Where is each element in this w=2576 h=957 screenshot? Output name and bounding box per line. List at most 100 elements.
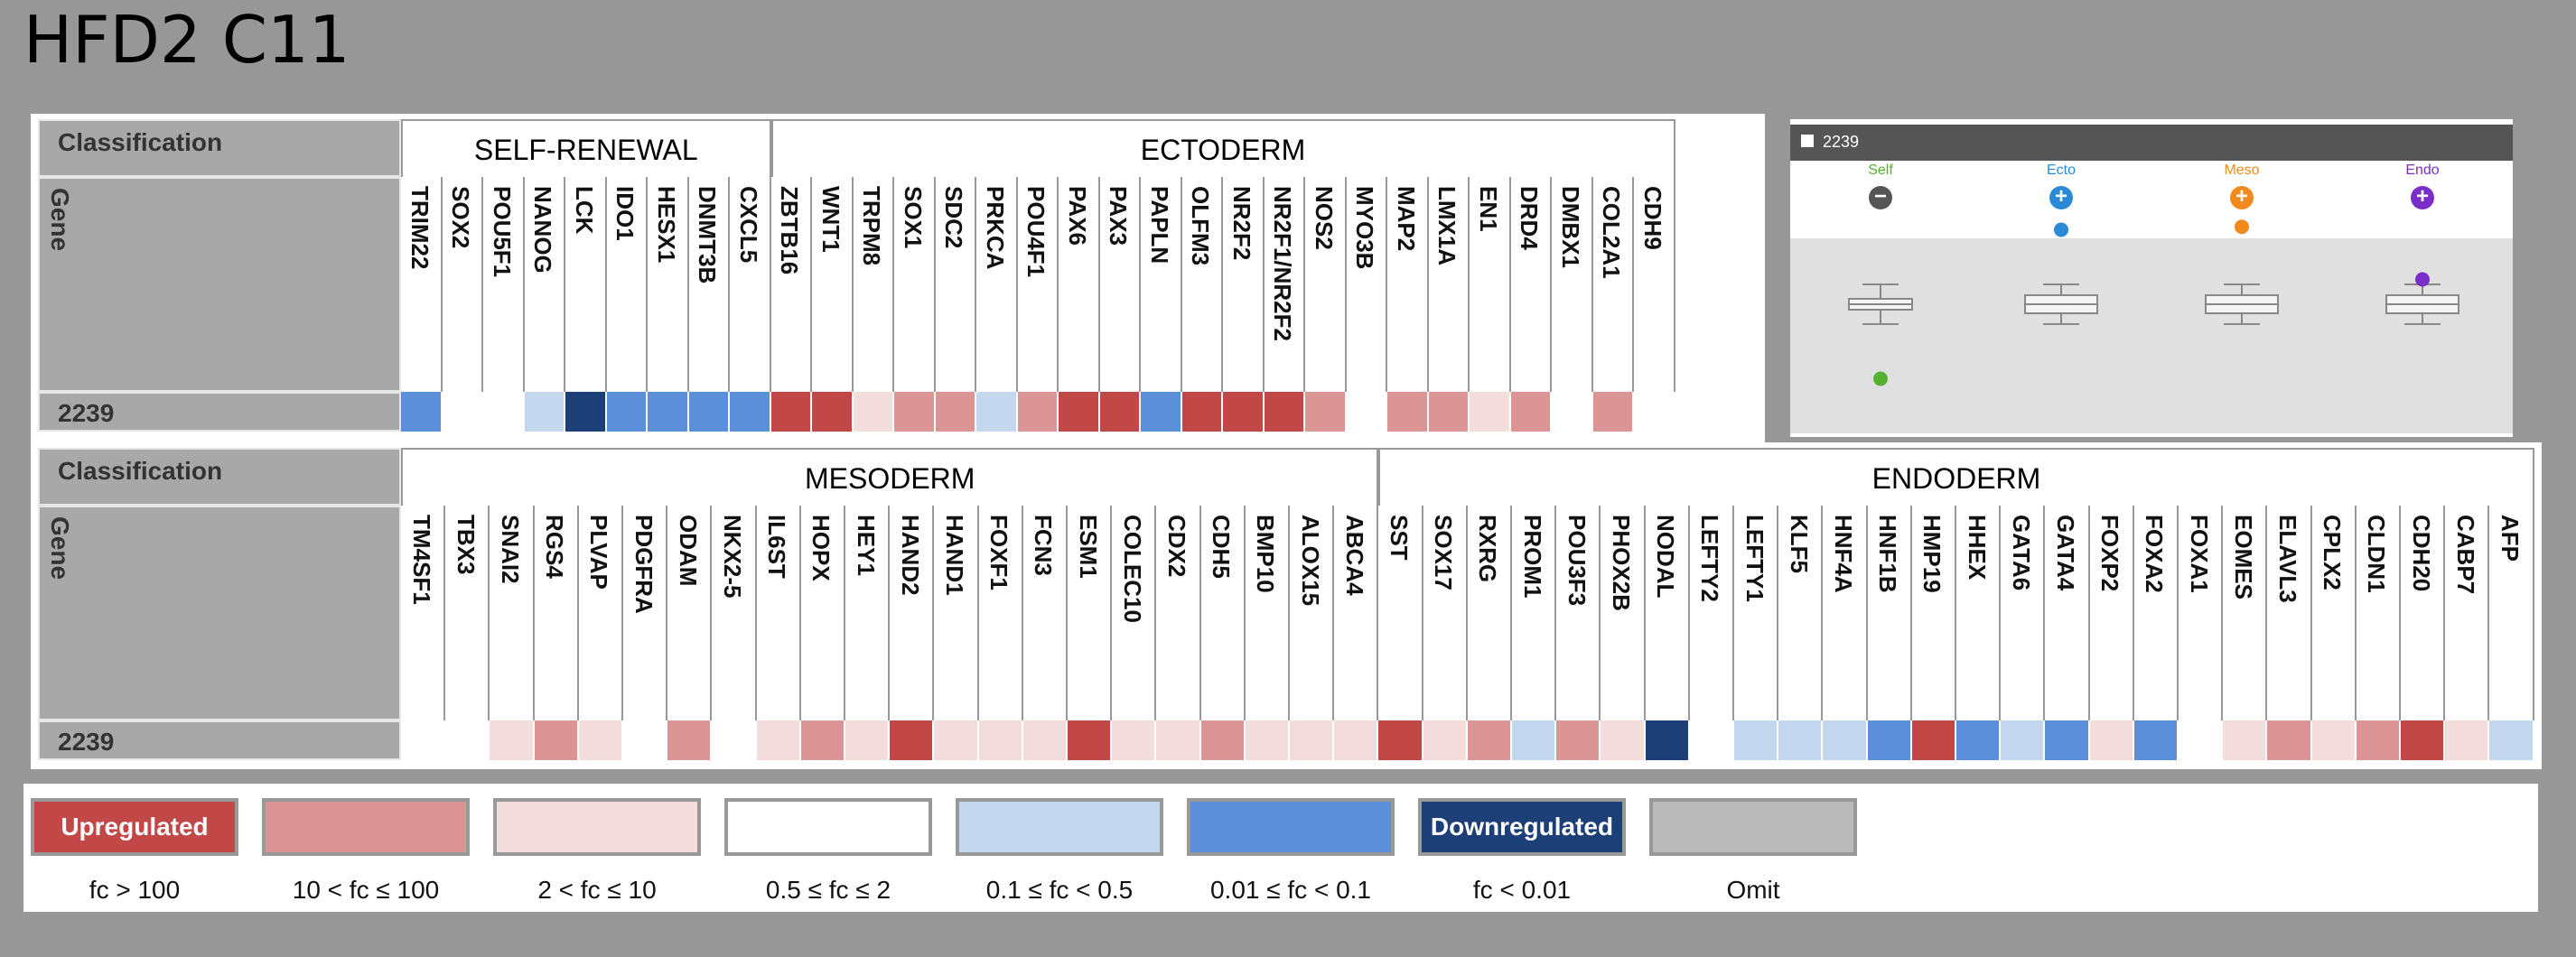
group-label: Self [1868, 163, 1893, 178]
heatmap-cell [1428, 392, 1470, 432]
gene-name: POU4F1 [1022, 186, 1050, 278]
heatmap-cell [565, 392, 607, 432]
classification-label: Classification [38, 448, 401, 506]
gene-name: TRIM22 [406, 186, 434, 270]
gene-column: OLFM3 [1181, 177, 1223, 392]
gene-name: DMBX1 [1556, 186, 1584, 269]
heatmap-cell [2001, 720, 2046, 760]
legend-caption: fc > 100 [89, 876, 181, 904]
heatmap-cell [2045, 720, 2090, 760]
group-label: Endo [2405, 163, 2440, 178]
gene-column: SOX2 [442, 177, 483, 392]
gene-name: PRKCA [981, 186, 1009, 270]
expand-icon[interactable]: + [2049, 186, 2073, 209]
gene-text: Gene [46, 516, 74, 581]
heatmap-cell [935, 392, 976, 432]
gene-name: CDH9 [1638, 186, 1666, 250]
heatmap-cell [667, 720, 713, 760]
gene-name: HOPX [807, 515, 835, 581]
heatmap-cell [934, 720, 979, 760]
gene-name: NODAL [1652, 515, 1680, 599]
legend-caption: 0.1 ≤ fc < 0.5 [985, 876, 1134, 904]
heatmap-cell [853, 392, 894, 432]
gene-name: COLEC10 [1118, 515, 1146, 623]
gene-column: HAND1 [934, 506, 979, 720]
gene-name: TRPM8 [858, 186, 886, 266]
gene-column: EOMES [2223, 506, 2268, 720]
legend-swatch [1649, 798, 1857, 856]
gene-name: ABCA4 [1340, 515, 1368, 596]
gene-name: CXCL5 [734, 186, 762, 264]
gene-column: BMP10 [1245, 506, 1290, 720]
gene-column: CDH9 [1634, 177, 1675, 392]
gene-name: BMP10 [1252, 515, 1280, 593]
heatmap-cell [1823, 720, 1868, 760]
gene-name: LCK [570, 186, 598, 235]
heatmap-cell [1601, 720, 1646, 760]
gene-column: IDO1 [606, 177, 648, 392]
gene-name: DRD4 [1516, 186, 1544, 250]
legend-swatch [956, 798, 1163, 856]
heatmap-cell [2133, 720, 2179, 760]
heatmap-cell [1689, 720, 1734, 760]
classification-text: Classification [58, 457, 223, 485]
gene-name: FOXA2 [2141, 515, 2169, 593]
heatmap-cell [1734, 720, 1779, 760]
heatmap-cell [648, 392, 689, 432]
expand-icon[interactable]: + [2230, 186, 2254, 209]
heatmap-cell [1867, 720, 1912, 760]
gene-name: ALOX15 [1296, 515, 1324, 607]
gene-column: SNAI2 [490, 506, 535, 720]
gene-name: LEFTY2 [1696, 515, 1724, 602]
gene-name: HNF1B [1874, 515, 1902, 593]
sample-point [2054, 222, 2068, 237]
legend-caption: fc < 0.01 [1472, 876, 1572, 904]
sample-checkbox[interactable] [1801, 135, 1814, 147]
heatmap-cell [606, 392, 648, 432]
gene-name: AFP [2496, 515, 2524, 562]
gene-column: POU3F3 [1556, 506, 1601, 720]
heatmap-cell [1556, 720, 1601, 760]
gene-name: NANOG [529, 186, 557, 274]
gene-column: HEY1 [845, 506, 891, 720]
heatmap-cell [2489, 720, 2534, 760]
gene-name: PROM1 [1518, 515, 1546, 599]
gene-column: POU5F1 [483, 177, 525, 392]
gene-column: FOXF1 [978, 506, 1023, 720]
gene-name: NR2F1/NR2F2 [1269, 186, 1297, 341]
gene-column: PAPLN [1141, 177, 1182, 392]
gene-column: PDGFRA [623, 506, 668, 720]
collapse-icon[interactable]: − [1869, 186, 1892, 209]
heatmap-cell [1552, 392, 1593, 432]
heatmap-cell [1068, 720, 1113, 760]
box-plot-panel: 2239 Self − Ecto + Meso + Endo + [1790, 119, 2513, 437]
gene-column: TRPM8 [853, 177, 894, 392]
section-header: SELF-RENEWAL [401, 119, 771, 181]
heatmap-cell [2311, 720, 2357, 760]
gene-column: NR2F1/NR2F2 [1264, 177, 1305, 392]
gene-name: NR2F2 [1227, 186, 1255, 261]
heatmap-cell [756, 720, 801, 760]
gene-column: KLF5 [1778, 506, 1824, 720]
gene-column: CLDN1 [2356, 506, 2401, 720]
gene-name: DNMT3B [694, 186, 722, 284]
heatmap-cell [978, 720, 1023, 760]
gene-column: DRD4 [1510, 177, 1552, 392]
gene-name: ODAM [674, 515, 702, 587]
gene-name: TM4SF1 [407, 515, 435, 605]
gene-name: GATA4 [2051, 515, 2079, 591]
gene-name: GATA6 [2007, 515, 2035, 591]
gene-column: HNF1B [1867, 506, 1912, 720]
gene-column: HHEX [1956, 506, 2002, 720]
sample-row-label: 2239 [38, 720, 401, 760]
gene-column: SOX17 [1423, 506, 1468, 720]
heatmap-panel-bottom: Classification Gene 2239 MESODERM TM4SF1 TBX3… [31, 442, 2542, 769]
gene-column: PAX6 [1059, 177, 1100, 392]
sample-row-label: 2239 [38, 392, 401, 432]
expand-icon[interactable]: + [2411, 186, 2434, 209]
heatmap-cell [1346, 392, 1387, 432]
gene-column: GATA6 [2001, 506, 2046, 720]
heatmap-cell [1112, 720, 1157, 760]
heatmap-cell [730, 392, 771, 432]
gene-column: IL6ST [756, 506, 801, 720]
